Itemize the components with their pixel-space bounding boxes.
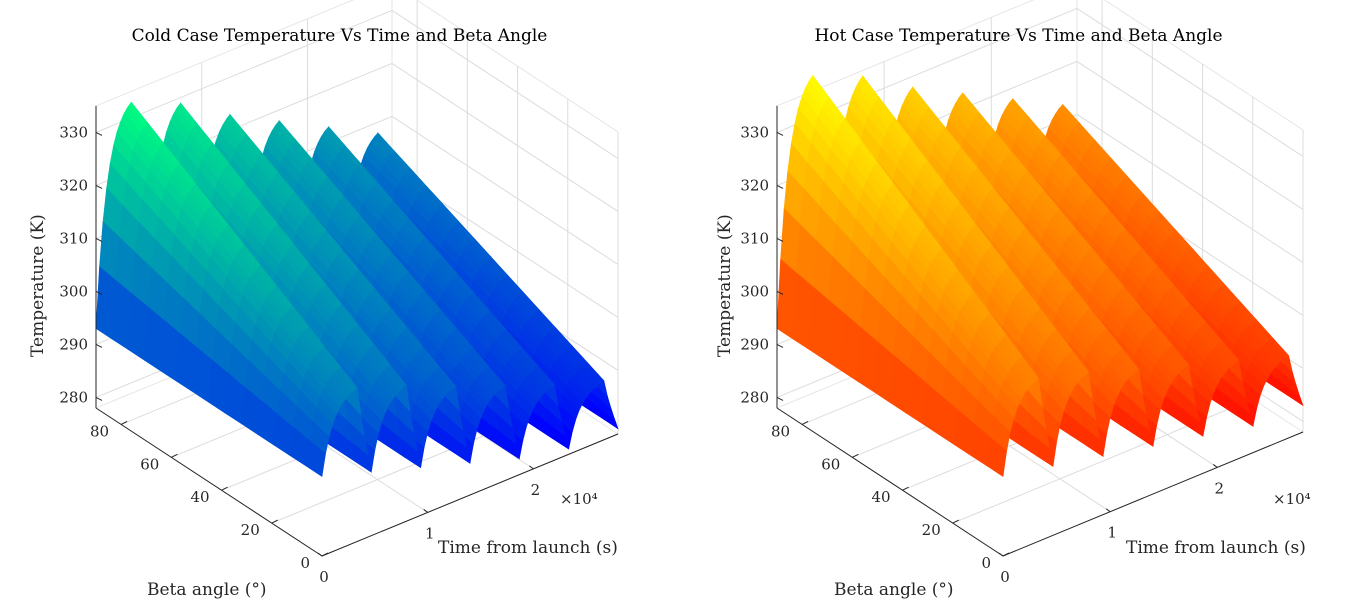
y-tick-label: 40 <box>190 488 209 506</box>
y-tick-mark <box>852 453 859 458</box>
x-exponent-label: ×10⁴ <box>560 490 598 508</box>
y-tick-mark <box>171 453 178 458</box>
y-tick-mark <box>120 420 128 425</box>
y-tick-label: 80 <box>771 422 790 440</box>
z-gridline <box>95 9 619 159</box>
z-tick-label: 310 <box>740 229 769 247</box>
z-tick-label: 300 <box>740 282 769 300</box>
x-tick-mark <box>998 552 1004 557</box>
z-tick-label: 290 <box>740 335 769 353</box>
z-tick-mark <box>776 237 784 242</box>
cold-case-chart: 0 1 2 0 20 40 60 80 280 290 300 310 320 330 Cold Case… <box>28 0 619 600</box>
chart-title: Cold Case Temperature Vs Time and Beta A… <box>131 26 548 46</box>
y-tick-mark <box>321 552 329 557</box>
temperature-surface <box>776 74 1304 478</box>
x-axis-line <box>321 433 619 557</box>
z-tick-mark <box>776 290 784 295</box>
y-axis-label: Beta angle (°) <box>834 580 954 600</box>
z-tick-mark <box>776 343 784 348</box>
x-tick-label: 0 <box>319 568 329 586</box>
surface-patch <box>986 437 1007 478</box>
z-tick-mark <box>95 131 103 136</box>
z-tick-label: 310 <box>59 229 88 247</box>
y-tick-mark <box>902 486 909 491</box>
z-tick-label: 300 <box>59 282 88 300</box>
z-tick-label: 320 <box>59 176 88 194</box>
x-tick-mark <box>529 465 534 470</box>
y-tick-mark <box>221 486 228 491</box>
z-axis-label: Temperature (K) <box>715 214 735 357</box>
x-axis-line <box>1002 431 1304 557</box>
z-tick-mark <box>95 396 103 401</box>
z-tick-label: 330 <box>59 123 88 141</box>
y-tick-label: 40 <box>871 488 890 506</box>
z-gridline <box>776 7 1304 157</box>
z-tick-mark <box>95 184 103 189</box>
y-axis-label: Beta angle (°) <box>147 580 267 600</box>
z-tick-mark <box>776 184 784 189</box>
z-tick-mark <box>776 131 784 136</box>
z-tick-label: 330 <box>740 123 769 141</box>
x-tick-label: 1 <box>425 524 435 542</box>
z-tick-label: 320 <box>740 176 769 194</box>
y-tick-label: 0 <box>300 554 310 572</box>
z-axis-label: Temperature (K) <box>28 214 48 357</box>
z-tick-label: 290 <box>59 335 88 353</box>
x-tick-mark <box>317 552 323 557</box>
z-tick-mark <box>95 343 103 348</box>
y-tick-label: 20 <box>922 521 941 539</box>
z-tick-label: 280 <box>740 388 769 406</box>
y-tick-label: 0 <box>981 554 991 572</box>
x-tick-label: 0 <box>1000 568 1010 586</box>
y-tick-mark <box>801 420 809 425</box>
x-exponent-label: ×10⁴ <box>1273 490 1311 508</box>
y-axis-line <box>776 407 1004 557</box>
z-tick-mark <box>776 396 784 401</box>
y-tick-mark <box>952 519 960 524</box>
z-tick-mark <box>95 237 103 242</box>
x-axis-label: Time from launch (s) <box>438 538 618 558</box>
x-tick-label: 1 <box>1107 524 1117 542</box>
y-tick-mark <box>1002 552 1010 557</box>
z-tick-label: 280 <box>59 388 88 406</box>
y-tick-label: 20 <box>241 521 260 539</box>
x-axis-label: Time from launch (s) <box>1126 538 1306 558</box>
y-tick-label: 80 <box>90 422 109 440</box>
y-axis-line <box>95 407 323 557</box>
y-tick-label: 60 <box>140 455 159 473</box>
x-tick-mark <box>423 509 429 513</box>
x-tick-mark <box>1212 464 1218 468</box>
temperature-surface <box>95 101 619 478</box>
z-tick-mark <box>95 290 103 295</box>
x-tick-label: 2 <box>531 481 541 499</box>
y-tick-mark <box>271 519 279 524</box>
x-tick-label: 2 <box>1215 479 1225 497</box>
y-tick-label: 60 <box>821 455 840 473</box>
x-tick-mark <box>1105 508 1111 513</box>
hot-case-chart: 0 1 2 0 20 40 60 80 280 290 300 310 320 330 Hot Case … <box>679 0 1358 613</box>
chart-title: Hot Case Temperature Vs Time and Beta An… <box>814 26 1223 46</box>
surface-patch <box>305 440 326 478</box>
